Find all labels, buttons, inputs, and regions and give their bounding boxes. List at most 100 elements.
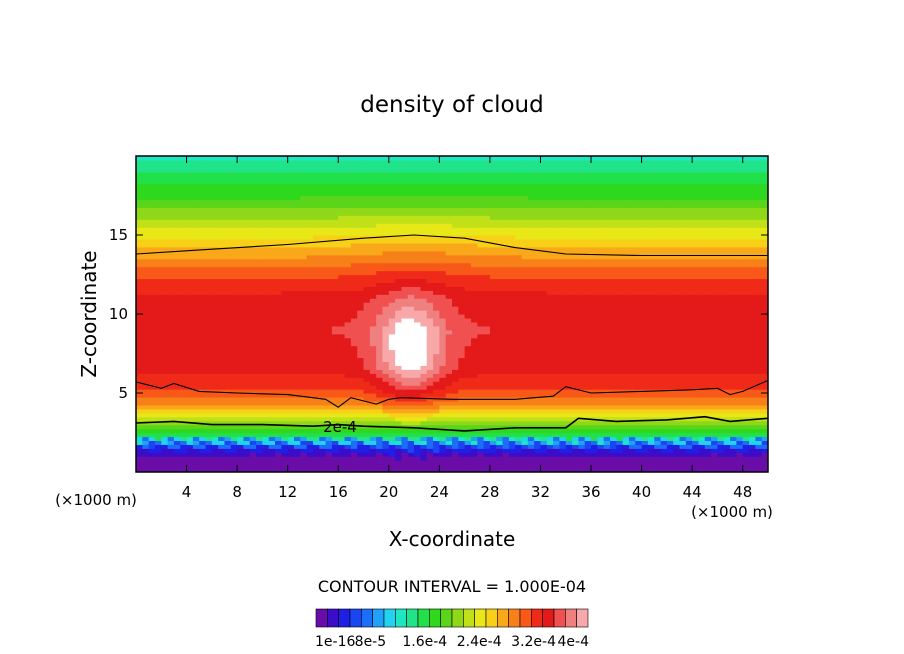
heatmap-cell (559, 420, 567, 426)
heatmap-cell (186, 408, 194, 414)
heatmap-cell (249, 325, 257, 331)
heatmap-cell (230, 290, 238, 295)
heatmap-cell (306, 369, 314, 374)
heatmap-cell (445, 329, 453, 335)
heatmap-cell (540, 365, 548, 370)
heatmap-cell (148, 460, 156, 465)
heatmap-cell (698, 282, 706, 287)
heatmap-cell (534, 361, 542, 366)
heatmap-cell (445, 448, 453, 453)
heatmap-cell (325, 345, 333, 351)
heatmap-cell (369, 404, 377, 410)
heatmap-cell (363, 416, 371, 422)
heatmap-cell (717, 440, 725, 445)
heatmap-cell (502, 333, 510, 339)
heatmap-cell (338, 416, 346, 422)
heatmap-cell (199, 361, 207, 366)
heatmap-cell (433, 389, 440, 394)
heatmap-cell (294, 349, 301, 355)
heatmap-cell (647, 408, 655, 414)
heatmap-cell (331, 353, 339, 359)
heatmap-cell (363, 440, 371, 445)
heatmap-cell (306, 310, 314, 315)
heatmap-cell (142, 436, 150, 441)
heatmap-cell (186, 440, 194, 445)
heatmap-cell (635, 325, 643, 331)
heatmap-cell (243, 428, 251, 434)
heatmap-cell (616, 302, 624, 307)
heatmap-cell (167, 404, 175, 410)
heatmap-cell (167, 373, 175, 378)
heatmap-cell (192, 306, 200, 311)
heatmap-cell (496, 416, 504, 422)
heatmap-cell (647, 290, 655, 295)
heatmap-cell (736, 314, 744, 319)
heatmap-cell (407, 408, 415, 414)
heatmap-cell (218, 345, 226, 351)
heatmap-cell (401, 321, 409, 327)
heatmap-cell (591, 396, 598, 402)
heatmap-cell (294, 468, 301, 472)
heatmap-cell (464, 416, 472, 422)
heatmap-cell (470, 341, 478, 347)
heatmap-cell (730, 424, 737, 430)
heatmap-cell (622, 357, 630, 362)
heatmap-cell (262, 341, 270, 347)
heatmap-cell (388, 393, 396, 398)
heatmap-cell (654, 333, 662, 339)
heatmap-cell (312, 412, 320, 418)
heatmap-cell (647, 440, 655, 445)
heatmap-cell (711, 436, 719, 441)
heatmap-cell (445, 302, 453, 307)
heatmap-cell (578, 373, 586, 378)
heatmap-cell (603, 365, 611, 370)
heatmap-cell (622, 302, 630, 307)
heatmap-cell (597, 468, 605, 472)
heatmap-cell (685, 464, 693, 469)
heatmap-cell (350, 278, 358, 283)
heatmap-cell (553, 333, 561, 339)
heatmap-cell (173, 452, 181, 457)
heatmap-cell (685, 294, 693, 299)
heatmap-cell (306, 420, 314, 426)
heatmap-cell (452, 314, 459, 319)
heatmap-cell (199, 306, 207, 311)
heatmap-cell (742, 424, 750, 430)
heatmap-cell (173, 306, 181, 311)
heatmap-cell (306, 278, 314, 283)
heatmap-cell (559, 436, 567, 441)
heatmap-cell (186, 290, 194, 295)
heatmap-cell (679, 428, 687, 434)
heatmap-cell (218, 381, 226, 386)
heatmap-cell (350, 377, 358, 382)
heatmap-cell (230, 306, 238, 311)
heatmap-cell (401, 432, 409, 438)
heatmap-cell (591, 389, 598, 394)
heatmap-cell (426, 448, 434, 453)
heatmap-cell (616, 412, 624, 418)
heatmap-cell (679, 448, 687, 453)
heatmap-cell (262, 321, 270, 327)
heatmap-cell (376, 286, 384, 291)
heatmap-cell (730, 329, 737, 335)
heatmap-cell (515, 353, 523, 359)
heatmap-cell (401, 353, 409, 359)
heatmap-cell (420, 337, 428, 343)
heatmap-cell (496, 420, 504, 426)
heatmap-cell (591, 393, 598, 398)
heatmap-cell (584, 290, 592, 295)
heatmap-cell (635, 440, 643, 445)
heatmap-cell (369, 274, 377, 280)
heatmap-cell (142, 286, 150, 291)
heatmap-cell (173, 361, 181, 366)
heatmap-cell (414, 412, 421, 418)
heatmap-cell (376, 294, 384, 299)
heatmap-cell (445, 373, 453, 378)
heatmap-cell (382, 369, 390, 374)
heatmap-cell (136, 381, 143, 386)
heatmap-cell (603, 408, 611, 414)
heatmap-cell (136, 432, 143, 438)
heatmap-cell (218, 365, 226, 370)
heatmap-cell (540, 353, 548, 359)
heatmap-cell (616, 325, 624, 331)
